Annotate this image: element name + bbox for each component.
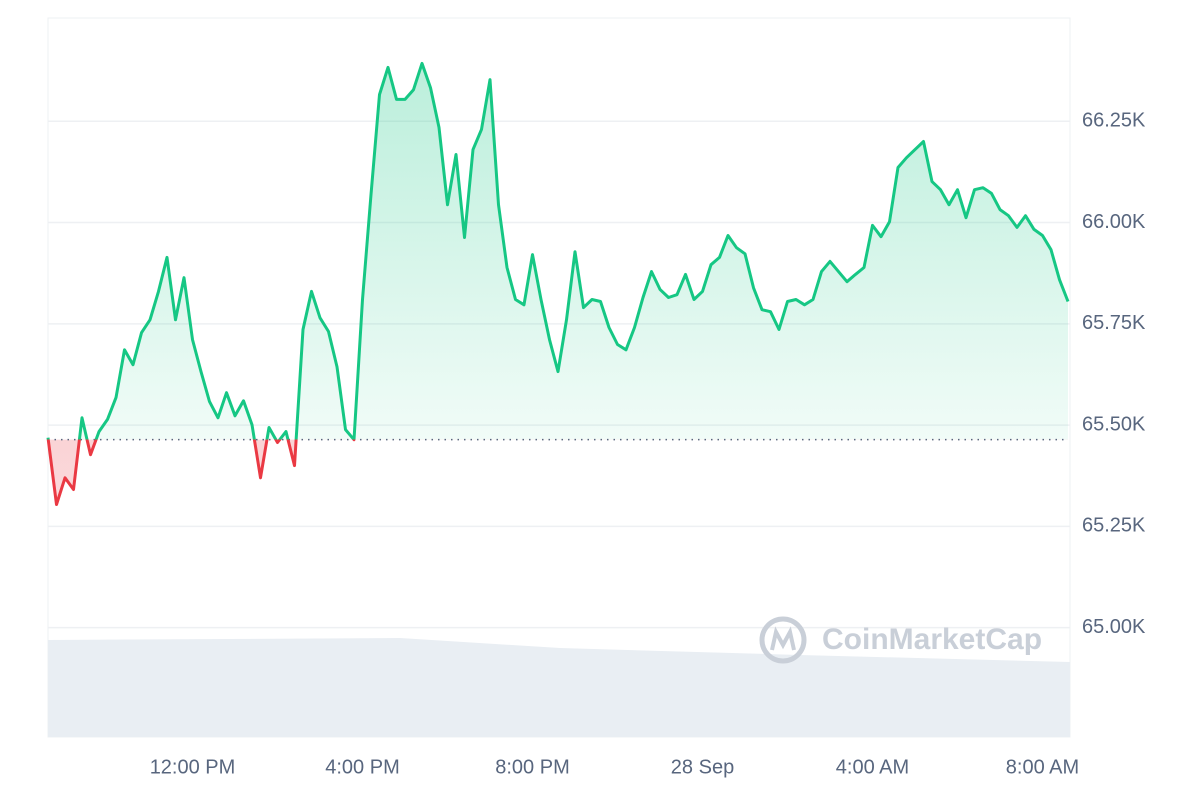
y-tick-label: 65.25K [1082,515,1146,537]
x-tick-label: 8:00 PM [495,756,569,778]
x-tick-label: 28 Sep [671,756,734,778]
watermark-logo-mark [770,626,796,651]
x-tick-label: 4:00 PM [325,756,399,778]
watermark: CoinMarketCap [759,616,1042,664]
x-tick-label: 8:00 AM [1006,756,1079,778]
x-tick-label: 12:00 PM [150,756,236,778]
price-area [48,63,1068,505]
watermark-logo [759,616,807,664]
x-tick-label: 4:00 AM [836,756,909,778]
y-tick-label: 66.25K [1082,110,1146,132]
price-line [46,61,1070,506]
volume-band [48,638,1070,737]
y-tick-label: 65.00K [1082,616,1146,638]
y-tick-label: 66.00K [1082,211,1146,233]
watermark-text: CoinMarketCap [822,623,1042,656]
y-tick-label: 65.50K [1082,413,1146,435]
y-tick-label: 65.75K [1082,312,1146,334]
